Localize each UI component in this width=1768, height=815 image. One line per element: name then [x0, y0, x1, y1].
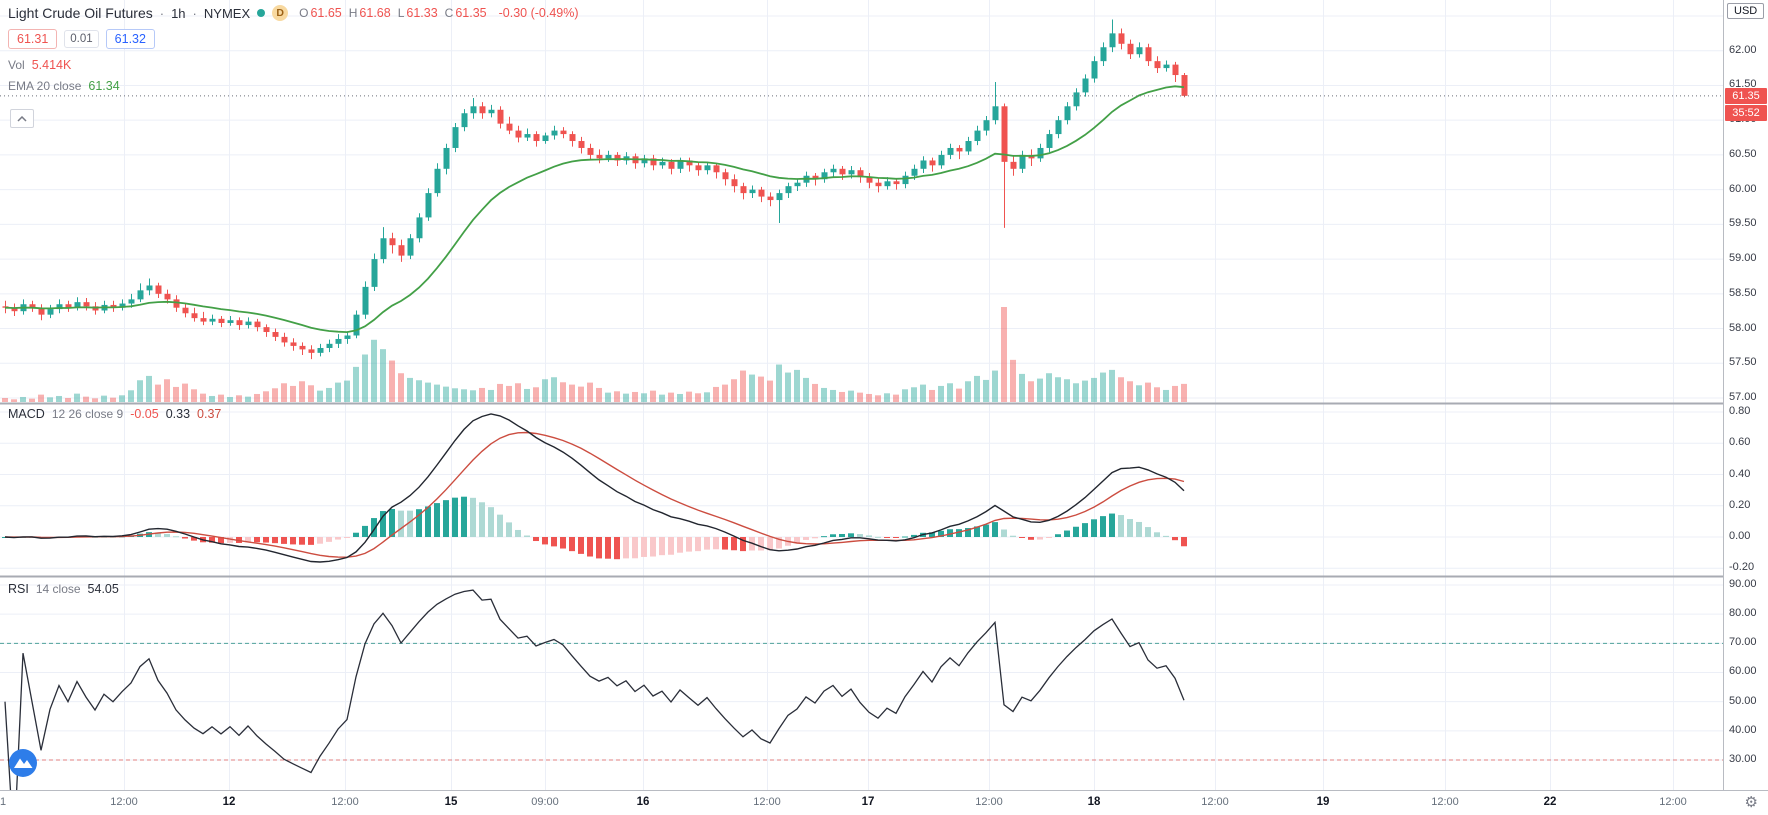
- macd-title: MACD: [8, 407, 45, 421]
- macd-legend[interactable]: MACD 12 26 close 9 -0.05 0.33 0.37: [8, 407, 221, 421]
- rsi-tick-label: 50.00: [1729, 694, 1757, 707]
- separator-dot: ·: [159, 5, 165, 21]
- gridlines: [0, 0, 1723, 790]
- candlestick-series: [2, 19, 1188, 360]
- rsi-tick-label: 70.00: [1729, 636, 1757, 649]
- ohlc-letter: O: [299, 6, 309, 20]
- price-tick-label: 58.50: [1729, 286, 1757, 299]
- ema-line: [4, 85, 1185, 334]
- ohlc-value: 61.65: [310, 6, 342, 20]
- macd-params: 12 26 close 9: [51, 407, 124, 421]
- rsi-params: 14 close: [35, 582, 81, 596]
- change-value: -0.30 (-0.49%): [498, 6, 579, 20]
- rsi-title: RSI: [8, 582, 29, 596]
- rsi-tick-label: 30.00: [1729, 753, 1757, 765]
- time-label: 12:00: [1201, 796, 1229, 808]
- rsi-tick-label: 40.00: [1729, 723, 1757, 736]
- macd-line: [4, 413, 1185, 563]
- time-label: 12:00: [1431, 796, 1459, 808]
- time-label: 12:00: [753, 796, 781, 808]
- macd-tick-label: 0.20: [1729, 498, 1751, 511]
- time-label: 15: [444, 796, 458, 808]
- ohlc-letter: L: [397, 6, 405, 20]
- macd-tick-label: 0.80: [1729, 405, 1751, 417]
- macd-tick-label: 0.00: [1729, 530, 1751, 542]
- ohlc-letter: H: [348, 6, 358, 20]
- macd-line-value: 0.33: [165, 407, 191, 421]
- ohlc-value: 61.68: [359, 6, 391, 20]
- macd-tick-label: -0.20: [1729, 561, 1755, 574]
- ema-legend[interactable]: EMA 20 close 61.34: [8, 79, 120, 93]
- price-tick-label: 57.50: [1729, 356, 1757, 369]
- macd-signal-value: 0.37: [197, 407, 222, 421]
- volume-legend[interactable]: Vol 5.414K: [8, 58, 71, 72]
- rsi-tick-label: 90.00: [1729, 577, 1757, 590]
- tradingview-logo[interactable]: [8, 748, 38, 778]
- price-scale[interactable]: USD 61.35 35:52 62.5062.0061.5061.0060.5…: [1724, 0, 1768, 790]
- volume-label: Vol: [8, 58, 25, 72]
- ema-value: 61.34: [88, 79, 120, 93]
- rsi-tick-label: 80.00: [1729, 607, 1757, 620]
- macd-signal-line: [4, 431, 1185, 558]
- time-label: 12: [222, 796, 236, 808]
- time-label: 17: [861, 796, 875, 808]
- time-label: 1: [0, 796, 7, 808]
- volume-series: [2, 307, 1187, 402]
- collapse-pane-button[interactable]: [10, 109, 34, 128]
- symbol-title[interactable]: Light Crude Oil Futures: [8, 5, 153, 21]
- price-tick-label: 58.00: [1729, 321, 1757, 334]
- price-tick-label: 62.00: [1729, 43, 1757, 56]
- price-tick-label: 59.00: [1729, 252, 1757, 265]
- buy-button[interactable]: 61.32: [105, 29, 155, 49]
- ema-label: EMA 20 close: [8, 79, 82, 93]
- rsi-line: [4, 589, 1185, 790]
- rsi-legend[interactable]: RSI 14 close 54.05: [8, 582, 119, 596]
- chevron-up-icon: [17, 115, 27, 122]
- exchange-label: NYMEX: [203, 5, 251, 21]
- time-label: 19: [1316, 796, 1330, 808]
- macd-tick-label: 0.60: [1729, 436, 1751, 449]
- price-tick-label: 57.00: [1729, 390, 1757, 403]
- time-label: 12:00: [110, 796, 138, 808]
- ohlc-letter: C: [444, 6, 454, 20]
- gear-icon[interactable]: ⚙: [1744, 794, 1758, 811]
- time-axis[interactable]: ⚙ 1 12:00 12 12:00 15 09:00 16 12:00 17 12:00 18 12…: [0, 791, 1768, 815]
- ohlc-values: O 61.65 H 61.68 L 61.33 C 61.35: [299, 6, 492, 20]
- market-status-icon: [257, 9, 266, 17]
- separator-dot: ·: [192, 5, 197, 21]
- price-tick-label: 61.50: [1729, 78, 1757, 91]
- symbol-legend: Light Crude Oil Futures · 1h · NYMEX D O…: [8, 5, 579, 21]
- price-tick-label: 60.50: [1729, 147, 1757, 160]
- time-label: 22: [1543, 796, 1557, 808]
- ohlc-value: 61.33: [406, 6, 438, 20]
- ohlc-value: 61.35: [455, 6, 487, 20]
- time-label: 16: [636, 796, 650, 808]
- macd-hist-value: -0.05: [130, 407, 159, 421]
- volume-value: 5.414K: [31, 58, 72, 72]
- spread-value: 0.01: [64, 30, 99, 48]
- currency-button[interactable]: USD: [1727, 3, 1765, 19]
- time-label: 12:00: [975, 796, 1003, 808]
- rsi-tick-label: 60.00: [1729, 665, 1757, 678]
- macd-tick-label: 0.40: [1729, 467, 1751, 480]
- last-price-tag: 61.35: [1725, 88, 1767, 104]
- order-buttons: 61.31 0.01 61.32: [8, 29, 155, 49]
- bar-countdown-tag: 35:52: [1725, 105, 1767, 121]
- mountain-icon: [14, 758, 33, 768]
- price-tick-label: 60.00: [1729, 182, 1757, 195]
- time-label: 12:00: [331, 796, 359, 808]
- time-label: 09:00: [531, 796, 559, 808]
- sell-button[interactable]: 61.31: [8, 29, 58, 49]
- price-tick-label: 59.50: [1729, 217, 1757, 230]
- time-label: 12:00: [1659, 796, 1687, 808]
- time-label: 18: [1087, 796, 1101, 808]
- delayed-data-badge[interactable]: D: [272, 5, 289, 21]
- interval-label[interactable]: 1h: [171, 5, 186, 21]
- rsi-value: 54.05: [87, 582, 119, 596]
